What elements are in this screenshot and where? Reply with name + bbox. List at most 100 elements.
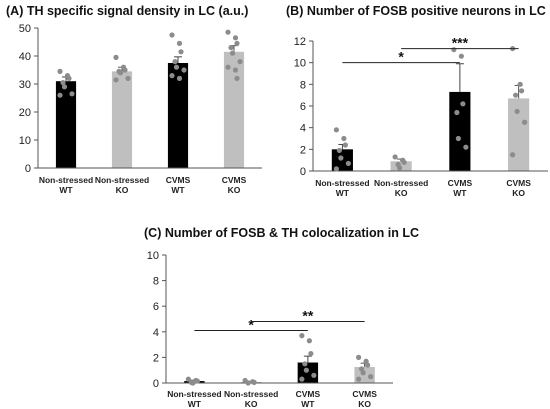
panel-c-data-point	[299, 376, 305, 382]
panel-a-category-label: WT	[171, 185, 185, 195]
panel-c-data-point	[251, 379, 257, 385]
panel-b-ytick-label: 6	[300, 101, 306, 113]
panel-a-data-point	[232, 35, 239, 41]
panel-a-data-point	[225, 29, 231, 35]
panel-a-data-point	[232, 67, 239, 73]
panel-b-data-point	[517, 81, 523, 87]
panel-b-category-label: CVMS	[506, 178, 531, 188]
panel-c-data-point	[365, 362, 371, 368]
panel-a-ytick-label: 30	[19, 79, 31, 91]
panel-b-data-point	[463, 144, 469, 150]
panel-a-data-point	[113, 54, 119, 61]
panel-c-data-point	[194, 378, 200, 384]
panel-c-category-label: WT	[188, 399, 202, 409]
panel-b-significance-label: ***	[452, 35, 469, 51]
panel-a-data-point	[113, 77, 119, 83]
panel-b-data-point	[514, 108, 520, 115]
panel-a-data-point	[176, 40, 183, 47]
panel-a-ytick-label: 40	[19, 51, 31, 63]
panel-b-data-point	[401, 159, 407, 165]
panel-b-data-point	[336, 147, 342, 154]
panel-b-data-point	[458, 53, 464, 59]
panel-c-significance-label: **	[302, 308, 313, 324]
panel-b-category-label: Non-stressed	[374, 178, 428, 188]
panel-a-data-point	[178, 49, 184, 55]
panel-b-data-point	[341, 135, 347, 142]
panel-b-title: (B) Number of FOSB positive neurons in L…	[286, 4, 546, 18]
panel-c-data-point	[356, 354, 362, 360]
panel-a-category-label: CVMS	[222, 175, 247, 185]
panel-a-data-point	[237, 59, 243, 65]
panel-a-data-point	[169, 32, 175, 38]
panel-b-data-point	[338, 155, 344, 161]
panel-a-data-point	[61, 84, 68, 90]
panel-a-data-point	[69, 91, 75, 97]
panel-a-ytick-label: 20	[19, 107, 31, 119]
panel-c-data-point	[245, 380, 251, 386]
panel-a-data-point	[57, 68, 63, 74]
panel-c-category-label: Non-stressed	[224, 389, 278, 399]
panel-b-data-point	[522, 119, 528, 125]
panel-a-ytick-label: 10	[19, 135, 31, 147]
panel-b-category-label: KO	[512, 188, 525, 198]
panel-b-data-point	[345, 160, 351, 167]
panel-c-category-label: Non-stressed	[167, 389, 221, 399]
panel-b-category-label: KO	[395, 188, 408, 198]
panel-c-title: (C) Number of FOSB & TH colocalization i…	[144, 226, 419, 240]
panel-a-data-point	[122, 67, 128, 73]
panel-b-category-label: CVMS	[448, 178, 473, 188]
panel-b-ytick-label: 10	[294, 58, 306, 70]
panel-a-data-point	[229, 50, 236, 56]
panel-a-ytick-label: 50	[19, 23, 31, 35]
panel-a-bar	[167, 63, 189, 168]
panel-b-data-point	[397, 165, 403, 171]
panel-b-data-point	[333, 127, 339, 133]
panel-b-ytick-label: 4	[300, 123, 306, 135]
panel-a-chart: (A) TH specific signal density in LC (a.…	[6, 4, 262, 195]
panel-c-category-label: WT	[301, 399, 315, 409]
panel-c-data-point	[311, 372, 317, 378]
panel-a-category-label: KO	[228, 185, 241, 195]
panel-a-data-point	[60, 80, 66, 86]
panel-a-data-point	[173, 64, 180, 70]
panel-a-category-label: KO	[116, 185, 129, 195]
panel-b-category-label: Non-stressed	[315, 178, 369, 188]
panel-c-category-label: KO	[245, 399, 258, 409]
panel-a-category-label: WT	[59, 185, 73, 195]
panel-c-data-point	[308, 350, 314, 357]
panel-c-chart: (C) Number of FOSB & TH colocalization i…	[144, 226, 419, 409]
panel-b-ytick-label: 8	[300, 79, 306, 91]
panel-c-data-point	[299, 333, 305, 339]
panel-a-data-point	[228, 45, 234, 51]
panel-c-data-point	[368, 374, 374, 380]
panel-c-ytick-label: 4	[153, 327, 159, 339]
panel-a-data-point	[234, 75, 240, 81]
panel-a-data-point	[176, 75, 183, 81]
panel-a-data-point	[66, 75, 72, 81]
panel-a-bar	[223, 51, 245, 168]
panel-b-data-point	[455, 135, 461, 142]
panel-a-bar	[55, 81, 77, 168]
panel-a-data-point	[181, 67, 187, 73]
panel-b-chart: (B) Number of FOSB positive neurons in L…	[286, 4, 548, 198]
panel-c-ytick-label: 6	[153, 301, 159, 313]
panel-c-category-label: CVMS	[352, 389, 377, 399]
panel-a-data-point	[169, 73, 175, 79]
panel-b-data-point	[460, 101, 466, 107]
panel-c-ytick-label: 10	[147, 250, 159, 262]
panel-a-category-label: Non-stressed	[39, 175, 93, 185]
panel-b-ytick-label: 0	[300, 166, 306, 178]
panel-c-ytick-label: 0	[153, 378, 159, 390]
panel-b-category-label: WT	[336, 188, 350, 198]
panel-a-data-point	[234, 40, 240, 47]
panel-b-data-point	[454, 109, 460, 116]
panel-b-data-point	[513, 92, 519, 98]
panel-a-data-point	[57, 92, 63, 98]
panel-a-data-point	[125, 75, 131, 81]
panel-b-significance-label: *	[398, 49, 404, 65]
panel-a-data-point	[117, 70, 124, 76]
panel-b-data-point	[392, 154, 398, 160]
panel-b-data-point	[519, 88, 525, 94]
panel-b-data-point	[342, 142, 348, 148]
